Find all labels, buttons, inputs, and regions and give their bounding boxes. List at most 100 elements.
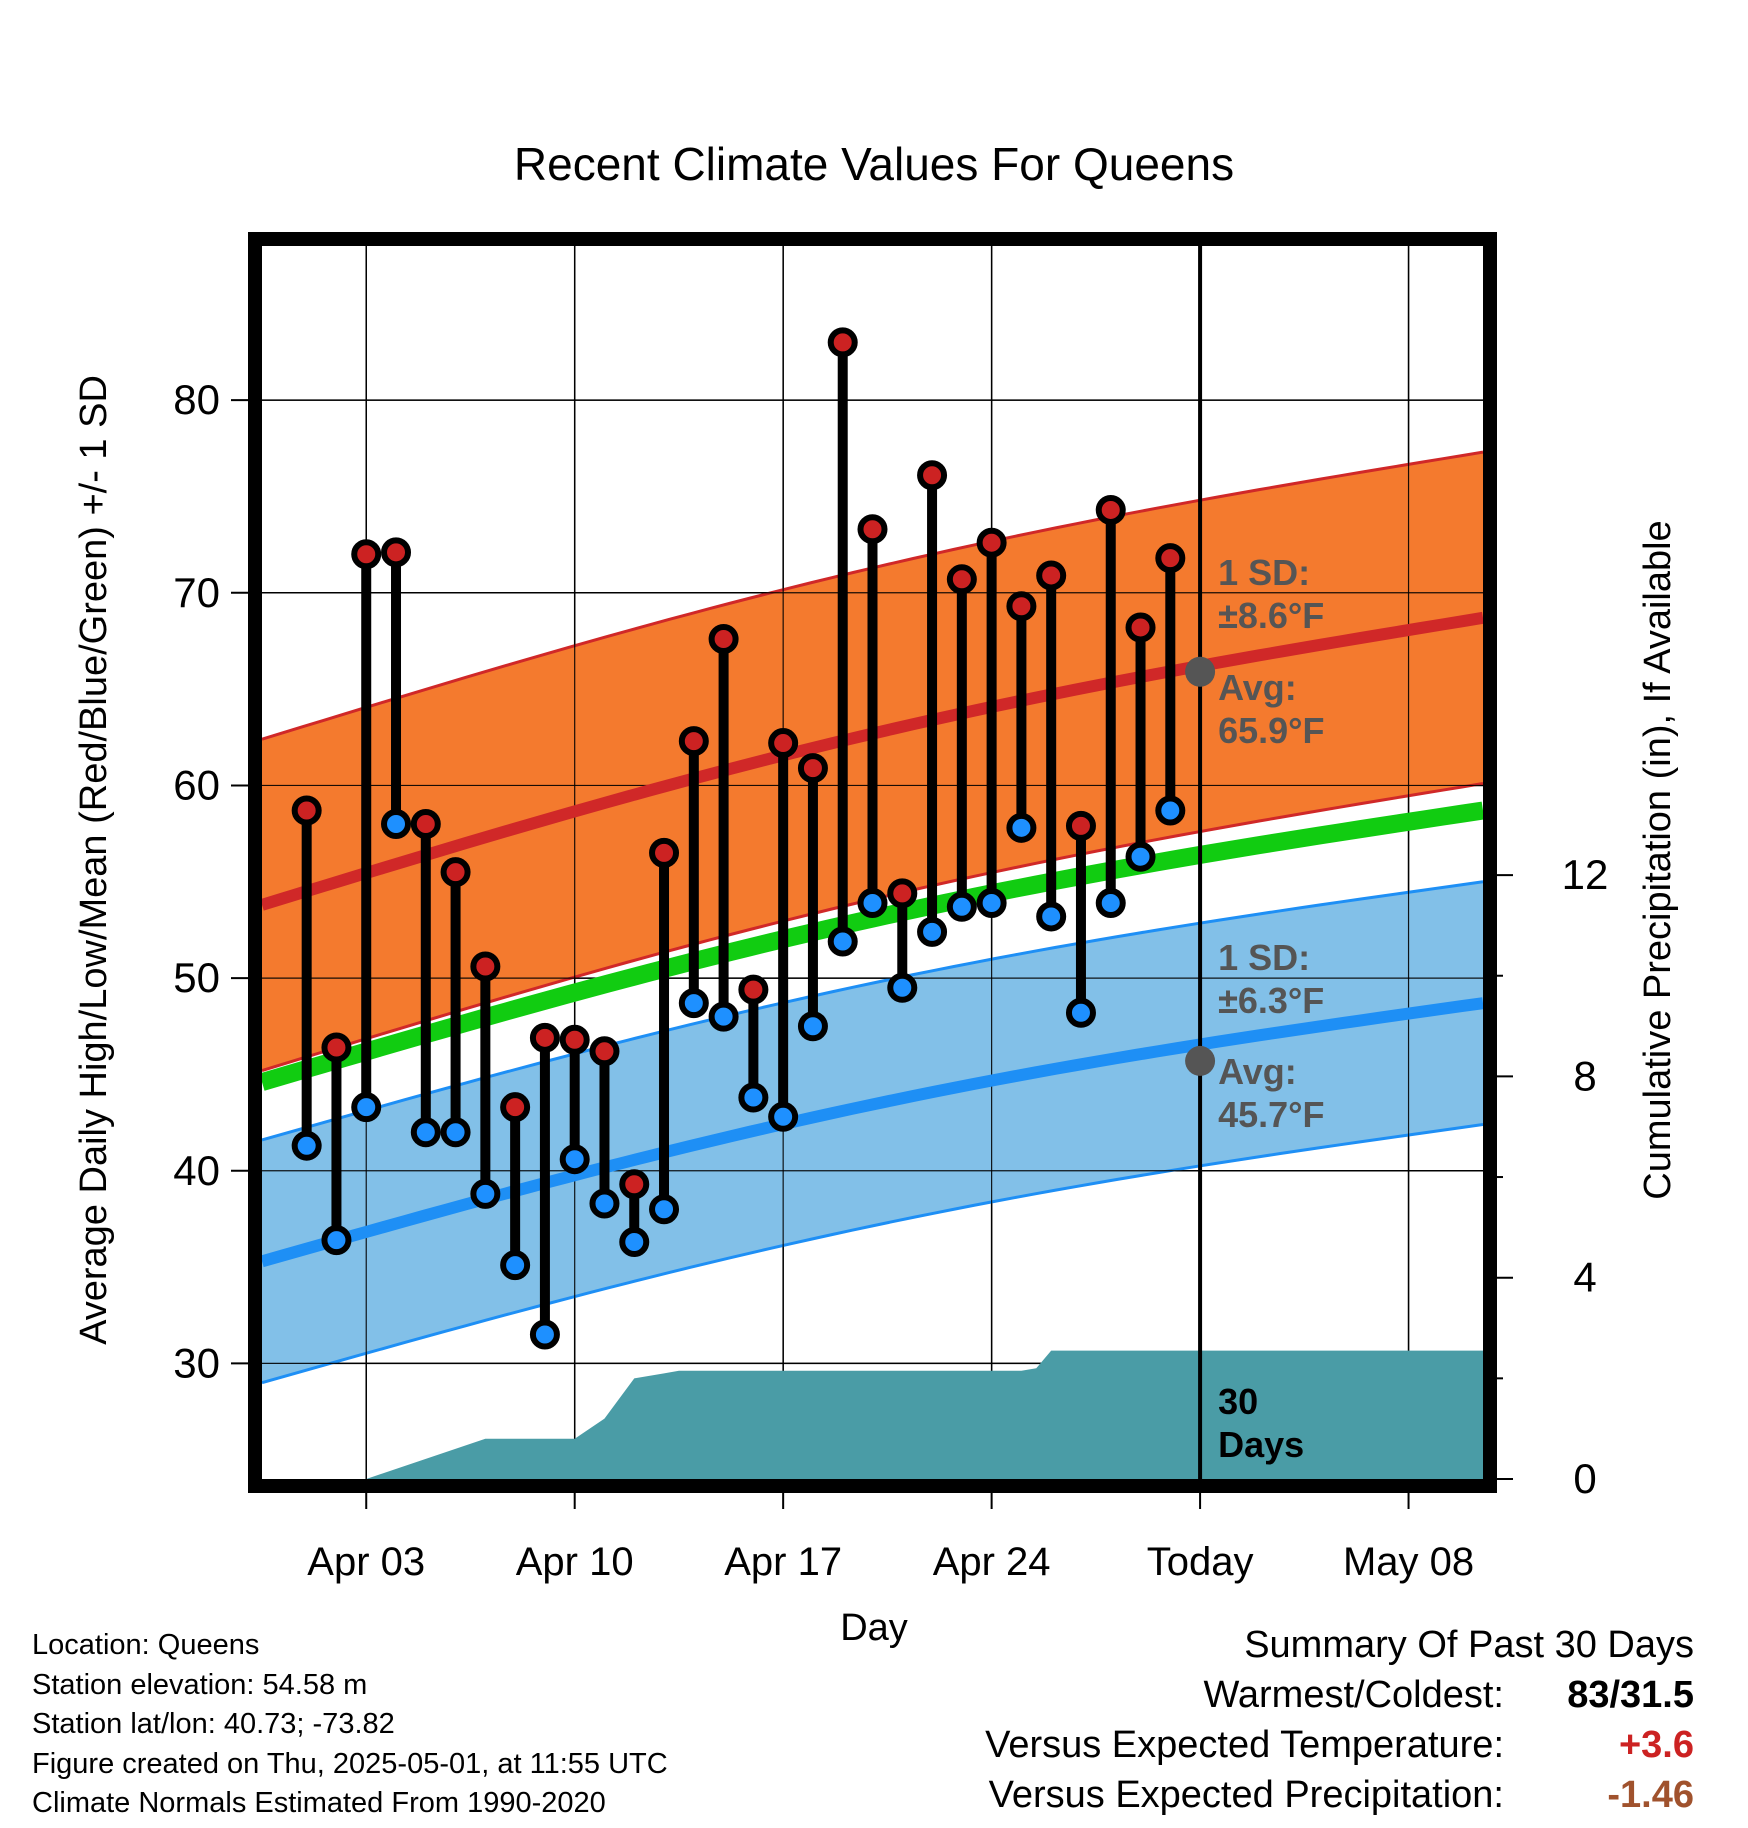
daily-low-point	[827, 926, 858, 957]
x-tick-label: May 08	[1343, 1540, 1474, 1584]
y-tick-label: 60	[173, 761, 220, 808]
daily-high-point	[768, 728, 799, 759]
chart-title: Recent Climate Values For Queens	[514, 138, 1234, 190]
daily-low-point	[440, 1117, 471, 1148]
location-text: Location: Queens	[32, 1629, 260, 1661]
y-tick-label: 30	[173, 1339, 220, 1386]
latlon-text: Station lat/lon: 40.73; -73.82	[32, 1708, 395, 1740]
daily-high-point	[1006, 591, 1037, 622]
x-tick-label: Apr 10	[516, 1540, 634, 1584]
summary-panel: Summary Of Past 30 Days Warmest/Coldest:…	[985, 1620, 1694, 1820]
daily-low-point	[946, 891, 977, 922]
x-tick-label: Apr 17	[724, 1540, 842, 1584]
daily-low-point	[1036, 901, 1067, 932]
daily-high-point	[1125, 612, 1156, 643]
y2-tick-label: 12	[1562, 851, 1609, 898]
normal-low-line	[262, 997, 1483, 1268]
daily-high-point	[827, 327, 858, 358]
daily-low-point	[321, 1225, 352, 1256]
daily-high-point	[1095, 494, 1126, 525]
daily-high-point	[500, 1092, 531, 1123]
daily-high-point	[1065, 810, 1096, 841]
daily-high-point	[410, 808, 441, 839]
daily-low-point	[649, 1194, 680, 1225]
warmest-coldest-label: Warmest/Coldest:	[1203, 1674, 1504, 1716]
daily-low-point	[410, 1117, 441, 1148]
daily-low-point	[470, 1178, 501, 1209]
daily-low-point	[529, 1319, 560, 1350]
daily-low-point	[738, 1082, 769, 1113]
daily-low-point	[1155, 795, 1186, 826]
temp-vs-expected-value: +3.6	[1618, 1724, 1694, 1766]
y-tick-label: 80	[173, 376, 220, 423]
y-tick-label: 50	[173, 954, 220, 1001]
daily-low-point	[1065, 997, 1096, 1028]
today-low-avg-marker	[1185, 1045, 1216, 1076]
days-label-number: 30	[1218, 1381, 1258, 1422]
low-sd-value: ±6.3°F	[1218, 980, 1324, 1021]
daily-low-point	[500, 1250, 531, 1281]
warmest-coldest-value: 83/31.5	[1567, 1674, 1694, 1716]
daily-high-point	[1036, 560, 1067, 591]
summary-title: Summary Of Past 30 Days	[1244, 1624, 1694, 1666]
daily-high-point	[887, 878, 918, 909]
x-tick-label: Apr 03	[307, 1540, 425, 1584]
daily-low-point	[291, 1130, 322, 1161]
x-axis-label: Day	[840, 1607, 908, 1649]
summary-row-precipitation: Versus Expected Precipitation: -1.46	[985, 1770, 1694, 1820]
x-tick-label: Today	[1147, 1540, 1254, 1584]
daily-high-point	[589, 1036, 620, 1067]
precip-vs-expected-label: Versus Expected Precipitation:	[988, 1774, 1504, 1816]
y2-axis-label: Cumulative Precipitation (in), If Availa…	[1637, 520, 1679, 1199]
daily-high-point	[381, 537, 412, 568]
today-high-avg-marker	[1185, 656, 1216, 687]
daily-high-point	[649, 837, 680, 868]
daily-high-point	[559, 1024, 590, 1055]
normals-text: Climate Normals Estimated From 1990-2020	[32, 1787, 606, 1819]
daily-high-point	[440, 857, 471, 888]
daily-low-point	[797, 1011, 828, 1042]
normal-mean-line	[262, 801, 1483, 1091]
daily-low-point	[559, 1144, 590, 1175]
daily-low-point	[768, 1101, 799, 1132]
daily-low-point	[619, 1227, 650, 1258]
daily-low-point	[708, 1001, 739, 1032]
daily-high-point	[291, 795, 322, 826]
daily-low-point	[1125, 841, 1156, 872]
daily-high-point	[946, 564, 977, 595]
daily-high-point	[1155, 543, 1186, 574]
daily-high-point	[678, 726, 709, 757]
summary-row-temperature: Versus Expected Temperature: +3.6	[985, 1720, 1694, 1770]
y-axis-label: Average Daily High/Low/Mean (Red/Blue/Gr…	[73, 375, 115, 1345]
low-sd-label: 1 SD:	[1218, 937, 1310, 978]
low-avg-value: 45.7°F	[1218, 1094, 1324, 1135]
daily-high-point	[321, 1032, 352, 1063]
y2-tick-label: 8	[1573, 1052, 1596, 1099]
daily-high-point	[976, 527, 1007, 558]
low-sd-band	[262, 881, 1483, 1383]
daily-high-point	[470, 951, 501, 982]
daily-high-point	[619, 1169, 650, 1200]
y2-tick-label: 0	[1573, 1455, 1596, 1502]
daily-low-point	[887, 972, 918, 1003]
daily-high-point	[738, 974, 769, 1005]
y-tick-label: 70	[173, 569, 220, 616]
daily-high-point	[351, 539, 382, 570]
daily-high-point	[797, 753, 828, 784]
high-avg-value: 65.9°F	[1218, 710, 1324, 751]
daily-low-point	[917, 916, 948, 947]
high-sd-value: ±8.6°F	[1218, 595, 1324, 636]
daily-low-point	[976, 887, 1007, 918]
daily-low-point	[1095, 887, 1126, 918]
plot-frame	[248, 232, 1497, 1493]
temp-vs-expected-label: Versus Expected Temperature:	[985, 1724, 1504, 1766]
high-avg-label: Avg:	[1218, 667, 1297, 708]
daily-high-point	[708, 624, 739, 655]
daily-low-point	[678, 988, 709, 1019]
elevation-text: Station elevation: 54.58 m	[32, 1668, 368, 1701]
precip-area	[262, 1350, 1483, 1479]
daily-low-point	[381, 808, 412, 839]
